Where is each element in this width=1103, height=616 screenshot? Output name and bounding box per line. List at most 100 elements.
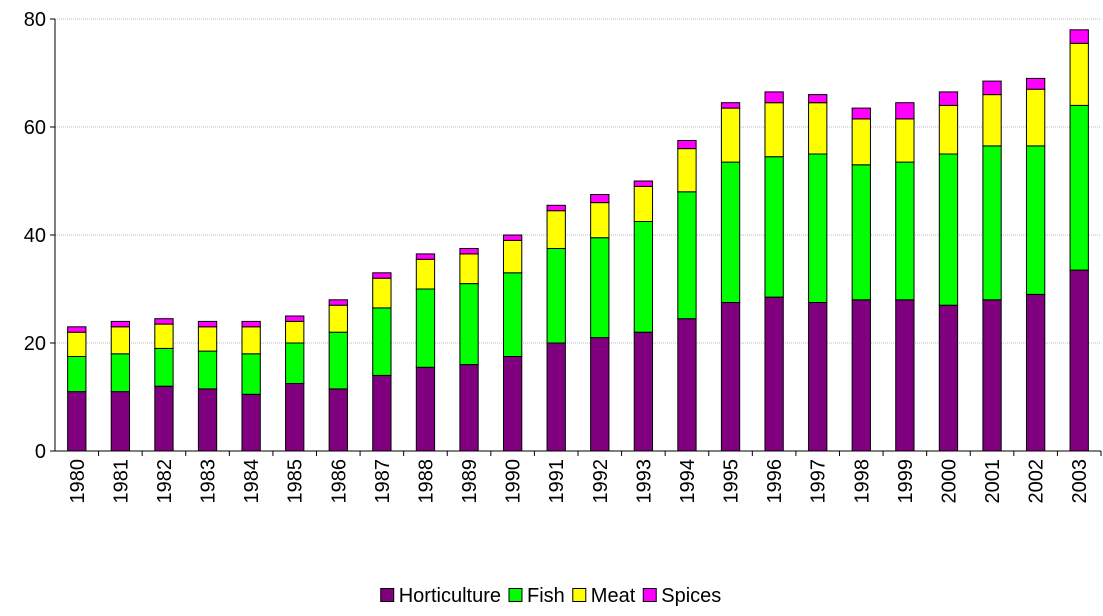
bar-spices-1985: [285, 315, 305, 322]
x-tick-label-1993: 1993: [633, 459, 655, 504]
bar-fish-1982: [154, 347, 174, 387]
bar-fish-2003: [1069, 104, 1089, 271]
y-tick-label-60: 60: [24, 117, 46, 139]
y-tick-label-40: 40: [24, 225, 46, 247]
legend-swatch-fish: [508, 588, 523, 602]
bar-horticulture-1996: [764, 296, 784, 452]
x-tick-label-1985: 1985: [285, 459, 307, 504]
bar-spices-1994: [677, 140, 697, 150]
bar-horticulture-1994: [677, 318, 697, 452]
bar-meat-1988: [415, 258, 436, 290]
bar-spices-1995: [720, 102, 741, 109]
bar-horticulture-1985: [285, 383, 305, 452]
bar-spices-1983: [197, 320, 218, 328]
x-tick-label-1983: 1983: [198, 459, 220, 504]
bar-meat-1980: [67, 331, 87, 358]
x-tick-label-1989: 1989: [459, 459, 481, 504]
bar-horticulture-2003: [1069, 269, 1089, 452]
bar-fish-1993: [633, 221, 654, 333]
bar-horticulture-2002: [1025, 293, 1046, 452]
bar-fish-1983: [197, 350, 218, 390]
bar-meat-1989: [459, 253, 479, 285]
bar-meat-1997: [808, 102, 828, 155]
bar-horticulture-1990: [502, 356, 523, 452]
bar-spices-1980: [67, 326, 87, 333]
gridlines: [55, 18, 1101, 344]
bar-spices-1999: [895, 102, 915, 120]
bar-fish-1987: [372, 307, 392, 376]
legend: Horticulture Fish Meat Spices: [380, 585, 721, 607]
y-tick-label-80: 80: [24, 9, 46, 31]
x-tick-label-1980: 1980: [67, 459, 89, 504]
legend-item-fish: Fish: [508, 585, 565, 607]
bar-horticulture-1992: [590, 337, 610, 452]
x-tick-label-1999: 1999: [895, 459, 917, 504]
bar-meat-1995: [720, 107, 741, 163]
legend-swatch-horticulture: [380, 588, 395, 602]
bar-horticulture-1991: [546, 342, 566, 452]
bar-meat-1990: [502, 239, 523, 274]
bar-meat-1987: [372, 277, 392, 309]
bar-fish-1989: [459, 283, 479, 366]
legend-label-horticulture: Horticulture: [399, 585, 501, 607]
bars: [67, 29, 1089, 452]
x-tick-label-1997: 1997: [808, 459, 830, 504]
bar-horticulture-1984: [241, 393, 261, 452]
bar-meat-1992: [590, 202, 610, 239]
legend-swatch-spices: [642, 588, 657, 602]
bar-fish-1992: [590, 237, 610, 339]
x-tick-label-1981: 1981: [110, 459, 132, 504]
bar-fish-1995: [720, 161, 741, 303]
x-tick-label-1990: 1990: [503, 459, 525, 504]
y-tick-label-0: 0: [35, 441, 46, 463]
bar-spices-1988: [415, 253, 436, 260]
bar-meat-1998: [851, 118, 871, 166]
bar-horticulture-1999: [895, 299, 915, 452]
x-tick-label-1984: 1984: [241, 459, 263, 504]
bar-meat-1999: [895, 118, 915, 163]
bar-fish-1994: [677, 191, 697, 320]
x-tick-label-1988: 1988: [415, 459, 437, 504]
legend-swatch-meat: [572, 588, 587, 602]
bar-fish-1998: [851, 164, 871, 301]
legend-item-horticulture: Horticulture: [380, 585, 501, 607]
bar-spices-2002: [1025, 77, 1046, 90]
bar-spices-2003: [1069, 29, 1089, 44]
bar-spices-1998: [851, 107, 871, 120]
bar-spices-1982: [154, 318, 174, 325]
bar-meat-2000: [938, 104, 959, 155]
bar-meat-2002: [1025, 88, 1046, 147]
x-tick-label-1986: 1986: [328, 459, 350, 504]
bar-spices-1989: [459, 248, 479, 255]
bar-meat-1985: [285, 320, 305, 344]
bar-meat-2003: [1069, 42, 1089, 106]
bar-fish-1996: [764, 156, 784, 298]
bar-meat-1984: [241, 326, 261, 355]
bar-fish-1981: [110, 353, 131, 393]
legend-label-fish: Fish: [527, 585, 565, 607]
bar-meat-1981: [110, 326, 131, 355]
x-tick-label-1995: 1995: [721, 459, 743, 504]
bar-fish-1984: [241, 353, 261, 395]
bar-horticulture-1995: [720, 302, 741, 452]
bar-fish-1986: [328, 331, 348, 390]
bar-spices-2000: [938, 91, 959, 106]
x-tick-labels: 1980 1981 1982 1983 1984 1985 1986 1987 1988 1989…: [67, 451, 1102, 504]
bar-fish-1991: [546, 248, 566, 344]
bar-spices-1986: [328, 299, 348, 306]
y-tick-label-20: 20: [24, 333, 46, 355]
bar-meat-1986: [328, 304, 348, 333]
bar-spices-1991: [546, 204, 566, 212]
bar-fish-2001: [982, 145, 1002, 301]
bar-horticulture-1993: [633, 331, 654, 452]
bar-fish-1985: [285, 342, 305, 384]
x-tick-label-1994: 1994: [677, 459, 699, 504]
bar-horticulture-1989: [459, 364, 479, 452]
bar-spices-1990: [502, 234, 523, 241]
bar-fish-2002: [1025, 145, 1046, 295]
x-tick-label-1987: 1987: [372, 459, 394, 504]
bar-horticulture-1988: [415, 366, 436, 452]
bar-horticulture-1998: [851, 299, 871, 452]
bar-horticulture-1982: [154, 385, 174, 452]
bar-meat-1993: [633, 185, 654, 222]
